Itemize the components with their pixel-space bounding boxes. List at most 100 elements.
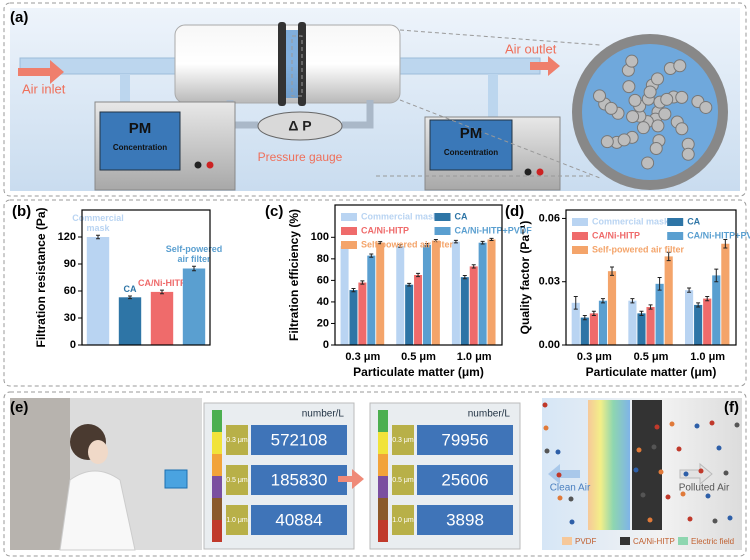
particle xyxy=(643,85,657,99)
particle xyxy=(617,133,631,147)
counter-before: number/L 0.3 μm 572108 0.5 μm 185830 1.0 μm 40… xyxy=(203,402,355,550)
particle xyxy=(658,107,672,121)
bar xyxy=(431,240,440,345)
particle xyxy=(649,141,663,155)
error-bar xyxy=(610,266,615,276)
error-bar xyxy=(582,314,587,321)
legend-label: Electric field xyxy=(691,537,734,546)
count-cell xyxy=(417,465,513,495)
o-ring xyxy=(278,22,286,106)
y-tick-label: 60 xyxy=(317,274,329,286)
x-tick-label: 0.5 μm xyxy=(634,351,669,363)
plot-frame xyxy=(334,204,503,346)
y-axis-label: Filtration resistance (Pa) xyxy=(34,207,48,347)
inlet-arrow xyxy=(18,60,64,84)
particles xyxy=(542,402,740,525)
panel-label: (c) xyxy=(265,203,283,220)
error-bar xyxy=(714,268,719,283)
bar xyxy=(580,317,589,345)
particle xyxy=(600,135,614,149)
particle xyxy=(676,446,682,452)
gauge xyxy=(257,111,343,141)
size-cell xyxy=(392,505,414,535)
bar xyxy=(694,304,703,345)
photo-face xyxy=(88,440,108,464)
particle xyxy=(658,469,664,475)
count: 40884 xyxy=(275,510,322,529)
legend-swatch xyxy=(572,232,588,240)
cani-layer xyxy=(632,400,662,530)
legend-swatch xyxy=(341,227,357,235)
legend-label: CA xyxy=(455,211,468,221)
legend-swatch xyxy=(341,241,357,249)
legend-swatch xyxy=(572,246,588,254)
legend-label: CA/Ni-HITP xyxy=(633,537,675,546)
error-bar xyxy=(351,287,356,293)
bar xyxy=(598,300,608,345)
color-strip xyxy=(212,454,222,476)
bar-label-box: Self-powered air filter xyxy=(166,244,223,264)
size-cell xyxy=(392,425,414,455)
label: Air inlet xyxy=(22,81,66,96)
particle xyxy=(681,147,695,161)
size-label: 0.5 μm xyxy=(226,477,248,484)
color-strip xyxy=(378,432,388,454)
error-bar xyxy=(160,289,164,295)
legend-label: Self-powered air filter xyxy=(361,239,454,249)
particle xyxy=(557,495,563,501)
y-axis-label: Quality factor (Pa⁻¹) xyxy=(518,221,532,335)
legend-label: Commercial mask xyxy=(592,216,670,226)
bar xyxy=(118,297,142,345)
error-bar xyxy=(416,272,421,278)
size-cell xyxy=(226,465,248,495)
bar xyxy=(150,291,174,345)
count-cell xyxy=(251,505,347,535)
particle xyxy=(604,101,618,115)
label: Clean Air xyxy=(550,483,591,494)
label: Polluted Air xyxy=(679,483,730,494)
particle xyxy=(716,445,722,451)
photo-device xyxy=(164,469,188,489)
particle xyxy=(665,494,671,500)
color-strip xyxy=(378,498,388,520)
error-bar xyxy=(591,310,596,316)
error-bar xyxy=(192,265,196,272)
y-tick-label: 90 xyxy=(64,258,76,270)
pvdf-layer xyxy=(588,400,630,530)
bar xyxy=(607,271,617,345)
x-tick-label: 1.0 μm xyxy=(457,351,492,363)
bar xyxy=(655,283,664,345)
bar xyxy=(685,290,694,345)
label: Concentration xyxy=(113,143,167,152)
y-tick-label: 100 xyxy=(311,231,329,243)
particle xyxy=(636,447,642,453)
bar xyxy=(182,268,206,345)
particles xyxy=(593,54,713,170)
error-bar xyxy=(407,282,412,287)
panel-label: (e) xyxy=(10,399,28,416)
error-bar xyxy=(378,241,383,245)
color-strip xyxy=(378,476,388,498)
particle xyxy=(626,110,640,124)
button xyxy=(524,168,532,176)
legend-label: CA/Ni-HITP xyxy=(592,230,640,240)
particle xyxy=(651,444,657,450)
count-cell xyxy=(251,425,347,455)
particle xyxy=(641,156,655,170)
label: Air outlet xyxy=(505,41,557,56)
particle xyxy=(698,468,704,474)
particle xyxy=(651,119,665,133)
panel-frame xyxy=(3,391,747,557)
size-label: 1.0 μm xyxy=(392,517,414,524)
bar xyxy=(478,242,487,345)
counter-header: number/L xyxy=(302,409,345,420)
bar xyxy=(396,245,405,345)
zoom-line xyxy=(375,29,601,179)
plot-frame xyxy=(81,209,211,346)
screen xyxy=(99,111,181,171)
error-bar xyxy=(360,280,365,285)
particle xyxy=(675,90,689,104)
bar-label: CA xyxy=(123,283,137,294)
label: Concentration xyxy=(444,148,498,157)
photo-coat xyxy=(59,470,136,551)
